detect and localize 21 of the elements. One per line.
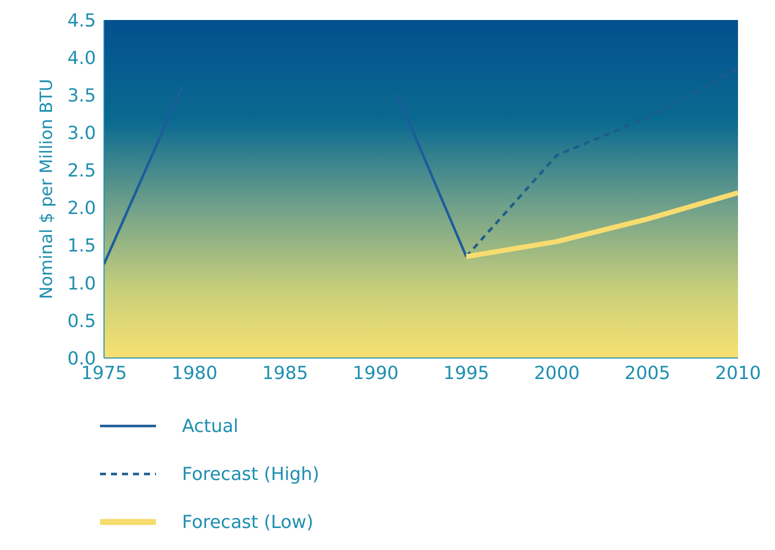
line-series (465, 68, 738, 258)
legend-label: Actual (182, 416, 238, 436)
y-tick-label: 0.5 (67, 310, 96, 332)
x-tick-label: 2000 (534, 362, 580, 384)
y-tick-label: 1.5 (67, 236, 96, 257)
x-tick-label: 1980 (172, 362, 218, 384)
y-tick-label: 1.0 (67, 273, 96, 294)
x-tick-label: 2005 (624, 362, 670, 384)
legend-label: Forecast (High) (182, 464, 320, 484)
legend-label: Forecast (Low) (182, 512, 314, 532)
x-tick-label: 2010 (715, 362, 761, 384)
y-tick-label: 2.0 (67, 198, 96, 220)
x-tick-label: 1990 (352, 362, 399, 384)
y-tick-label: 4.0 (67, 48, 96, 69)
x-tick-label: 1995 (443, 362, 490, 384)
y-tick-label: 2.5 (67, 160, 96, 182)
y-axis-title: Nominal $ per Million BTU (37, 78, 58, 300)
y-tick-label: 3.5 (67, 86, 96, 106)
x-tick-label: 1985 (262, 362, 308, 384)
y-tick-label: 3.0 (67, 123, 96, 144)
y-tick-label: 4.5 (67, 10, 96, 32)
